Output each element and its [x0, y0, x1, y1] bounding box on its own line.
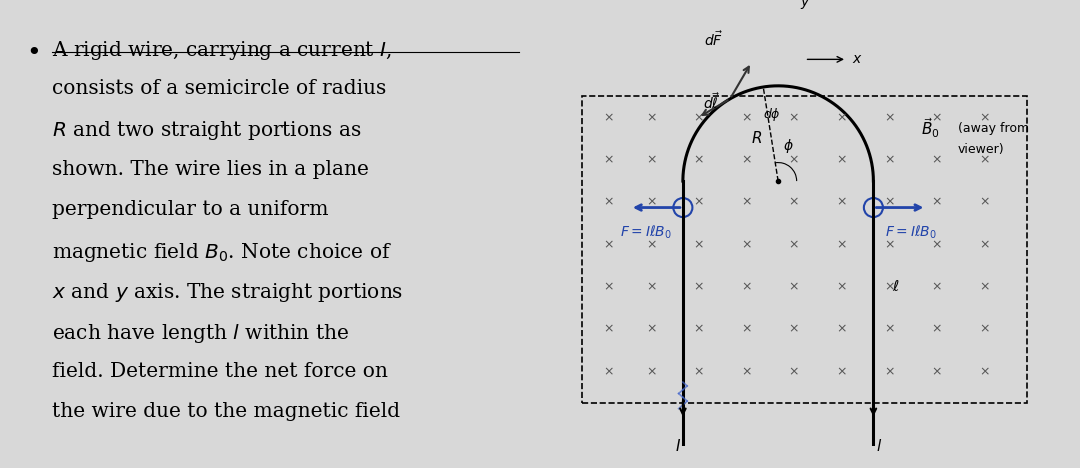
Text: •: •: [26, 41, 41, 65]
Text: $\vec{B}_0$: $\vec{B}_0$: [921, 117, 940, 140]
Text: ×: ×: [646, 154, 657, 167]
Text: ×: ×: [980, 154, 989, 167]
Text: $R$: $R$: [751, 130, 762, 146]
Text: ×: ×: [980, 111, 989, 124]
Text: ×: ×: [741, 196, 752, 209]
Text: ×: ×: [741, 238, 752, 251]
Text: ×: ×: [836, 238, 847, 251]
Text: ×: ×: [604, 111, 615, 124]
Text: ×: ×: [788, 238, 799, 251]
Text: ×: ×: [885, 154, 894, 167]
Text: ×: ×: [741, 323, 752, 336]
Text: $l$: $l$: [876, 438, 881, 454]
Text: ×: ×: [836, 154, 847, 167]
Text: ×: ×: [741, 111, 752, 124]
Text: the wire due to the magnetic field: the wire due to the magnetic field: [52, 402, 401, 422]
Text: ×: ×: [604, 365, 615, 378]
Text: ×: ×: [788, 280, 799, 293]
Text: ×: ×: [646, 238, 657, 251]
Text: ×: ×: [693, 365, 704, 378]
Text: y: y: [800, 0, 809, 9]
Text: ×: ×: [646, 111, 657, 124]
Text: ×: ×: [646, 196, 657, 209]
Text: ×: ×: [646, 323, 657, 336]
Text: $I$: $I$: [675, 438, 680, 454]
Text: ×: ×: [836, 280, 847, 293]
Text: ×: ×: [836, 365, 847, 378]
Text: $d\vec{\ell}$: $d\vec{\ell}$: [703, 93, 720, 112]
Text: $x$ and $y$ axis. The straight portions: $x$ and $y$ axis. The straight portions: [52, 281, 404, 304]
Text: ×: ×: [885, 323, 894, 336]
Text: ×: ×: [788, 365, 799, 378]
Text: ×: ×: [693, 196, 704, 209]
Text: $\ell$: $\ell$: [892, 279, 900, 294]
Text: ×: ×: [932, 111, 942, 124]
Text: ×: ×: [885, 196, 894, 209]
Text: each have length $l$ within the: each have length $l$ within the: [52, 322, 350, 344]
Text: ×: ×: [693, 323, 704, 336]
Bar: [582, 96, 1027, 403]
Text: field. Determine the net force on: field. Determine the net force on: [52, 362, 388, 381]
Text: ×: ×: [788, 323, 799, 336]
Text: ×: ×: [932, 365, 942, 378]
Text: $\phi$: $\phi$: [783, 137, 794, 154]
Text: ×: ×: [693, 238, 704, 251]
Text: ×: ×: [604, 323, 615, 336]
Text: ×: ×: [788, 196, 799, 209]
Text: ×: ×: [932, 196, 942, 209]
Text: ×: ×: [932, 323, 942, 336]
Text: ×: ×: [604, 280, 615, 293]
Text: ×: ×: [788, 111, 799, 124]
Text: perpendicular to a uniform: perpendicular to a uniform: [52, 200, 328, 219]
Text: ×: ×: [932, 154, 942, 167]
Text: x: x: [852, 52, 861, 66]
Text: ×: ×: [604, 196, 615, 209]
Text: ×: ×: [885, 238, 894, 251]
Text: ×: ×: [741, 154, 752, 167]
Text: ×: ×: [885, 280, 894, 293]
Text: ×: ×: [836, 111, 847, 124]
Text: ×: ×: [980, 280, 989, 293]
Text: ×: ×: [646, 365, 657, 378]
Text: ×: ×: [980, 323, 989, 336]
Text: ×: ×: [788, 154, 799, 167]
Text: $R$ and two straight portions as: $R$ and two straight portions as: [52, 119, 362, 142]
Text: ×: ×: [980, 365, 989, 378]
Text: ×: ×: [932, 238, 942, 251]
Text: ×: ×: [693, 154, 704, 167]
Text: consists of a semicircle of radius: consists of a semicircle of radius: [52, 79, 387, 98]
Text: ×: ×: [885, 111, 894, 124]
Text: A rigid wire, carrying a current $I$,: A rigid wire, carrying a current $I$,: [52, 38, 392, 62]
Text: ×: ×: [980, 238, 989, 251]
Text: ×: ×: [604, 238, 615, 251]
Text: ×: ×: [885, 365, 894, 378]
Text: magnetic field $B_0$. Note choice of: magnetic field $B_0$. Note choice of: [52, 241, 392, 264]
Text: ×: ×: [932, 280, 942, 293]
Text: $d\phi$: $d\phi$: [764, 105, 781, 123]
Text: (away from: (away from: [958, 122, 1029, 135]
Text: shown. The wire lies in a plane: shown. The wire lies in a plane: [52, 160, 369, 179]
Text: ×: ×: [646, 280, 657, 293]
Text: ×: ×: [693, 111, 704, 124]
Text: ×: ×: [836, 196, 847, 209]
Text: ×: ×: [604, 154, 615, 167]
Text: ×: ×: [980, 196, 989, 209]
Text: ×: ×: [741, 365, 752, 378]
Text: $d\vec{F}$: $d\vec{F}$: [703, 30, 723, 49]
Text: ×: ×: [741, 280, 752, 293]
Text: ×: ×: [693, 280, 704, 293]
Text: ×: ×: [836, 323, 847, 336]
Text: viewer): viewer): [958, 143, 1004, 156]
Text: $F=I\ell B_0$: $F=I\ell B_0$: [620, 223, 672, 241]
Text: $F=I\ell B_0$: $F=I\ell B_0$: [885, 223, 936, 241]
